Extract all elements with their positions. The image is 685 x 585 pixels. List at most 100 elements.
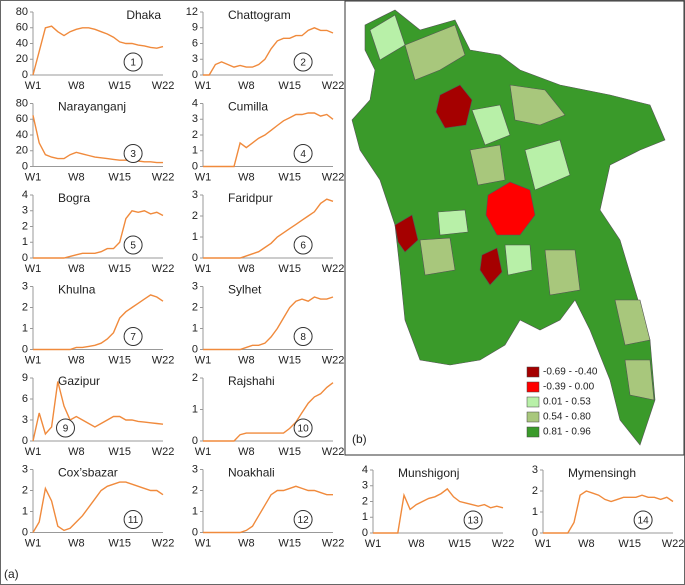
y-tick-label: 6	[22, 393, 28, 405]
x-tick-label: W8	[238, 446, 255, 458]
chart-title: Munshigonj	[398, 466, 459, 480]
map-region	[419, 237, 456, 276]
legend-label: 0.01 - 0.53	[543, 397, 591, 408]
annotation: 7	[130, 332, 136, 343]
y-tick-label: 3	[192, 189, 198, 201]
annotation-circle	[293, 418, 313, 438]
chart-title: Gazipur	[58, 374, 100, 388]
x-tick-label: W22	[152, 171, 175, 183]
annotation-circle	[123, 144, 143, 163]
y-tick-label: 20	[16, 145, 28, 157]
series-line	[373, 487, 504, 534]
annotation: 3	[130, 149, 136, 160]
map-region	[471, 104, 511, 146]
series-line	[32, 25, 164, 76]
legend-swatch	[526, 381, 540, 393]
annotation-circle	[293, 510, 313, 529]
map-border	[344, 0, 685, 456]
x-tick-label: W8	[68, 263, 85, 275]
x-tick-label: W15	[108, 263, 131, 275]
y-tick-label: 0	[22, 343, 28, 355]
legend-swatch	[526, 366, 540, 378]
y-tick-label: 2	[192, 129, 198, 141]
annotation: 10	[298, 424, 310, 435]
x-tick-label: W8	[238, 263, 255, 275]
annotation: 8	[300, 332, 306, 343]
y-tick-label: 1	[192, 505, 198, 517]
panel-label: (a)	[4, 567, 19, 581]
y-tick-label: 1	[22, 505, 28, 517]
y-tick-label: 0	[22, 160, 28, 172]
legend-swatch	[526, 411, 540, 423]
x-tick-label: W1	[195, 80, 212, 92]
y-tick-label: 3	[22, 205, 28, 217]
series-line	[33, 210, 164, 259]
x-tick-label: W22	[322, 171, 345, 183]
y-tick-label: 2	[192, 372, 198, 384]
annotation-circle	[123, 327, 143, 346]
chart-title: Bogra	[58, 191, 90, 205]
map-region	[469, 144, 506, 186]
y-tick-label: 9	[192, 22, 198, 34]
y-tick-label: 3	[22, 280, 28, 292]
map-region	[404, 24, 466, 81]
y-tick-label: 2	[22, 484, 28, 496]
map-label: (b)	[352, 432, 367, 446]
y-tick-label: 2	[22, 301, 28, 313]
x-tick-label: W22	[152, 537, 175, 549]
map-region	[509, 84, 566, 126]
x-tick-label: W1	[195, 446, 212, 458]
series-line	[203, 485, 333, 534]
annotation-circle	[56, 418, 75, 438]
x-tick-label: W15	[108, 446, 131, 458]
x-tick-label: W22	[322, 354, 345, 366]
x-tick-label: W8	[68, 171, 85, 183]
x-tick-label: W1	[25, 446, 42, 458]
x-tick-label: W1	[195, 263, 212, 275]
x-tick-label: W22	[152, 263, 175, 275]
chart-title: Rajshahi	[228, 374, 275, 388]
x-tick-label: W15	[448, 538, 471, 550]
x-tick-label: W15	[108, 171, 131, 183]
annotation: 5	[130, 241, 136, 252]
x-tick-label: W22	[322, 263, 345, 275]
map-region	[435, 84, 473, 129]
y-tick-label: 0	[532, 527, 538, 539]
y-tick-label: 40	[16, 129, 28, 141]
x-tick-label: W15	[278, 171, 301, 183]
series-line	[203, 382, 334, 442]
y-tick-label: 1	[192, 145, 198, 157]
chart-title: Chattogram	[228, 8, 291, 22]
x-tick-label: W8	[238, 537, 255, 549]
y-tick-label: 0	[192, 160, 198, 172]
chart-title: Khulna	[58, 283, 96, 297]
x-tick-label: W1	[25, 171, 42, 183]
chart-title: Dhaka	[126, 8, 161, 22]
legend-label: 0.81 - 0.96	[543, 427, 591, 438]
y-tick-label: 1	[192, 231, 198, 243]
x-tick-label: W15	[278, 537, 301, 549]
y-tick-label: 2	[192, 301, 198, 313]
x-tick-label: W1	[25, 537, 42, 549]
map-region	[437, 209, 469, 236]
chart-title: Narayanganj	[58, 100, 126, 114]
map-region	[524, 139, 571, 191]
y-tick-label: 9	[22, 372, 28, 384]
x-tick-label: W15	[108, 354, 131, 366]
y-tick-label: 12	[186, 6, 198, 18]
y-tick-label: 3	[192, 113, 198, 125]
x-tick-label: W8	[238, 171, 255, 183]
y-tick-label: 3	[22, 414, 28, 426]
y-tick-label: 3	[192, 463, 198, 475]
y-tick-label: 1	[22, 322, 28, 334]
y-tick-label: 3	[362, 480, 368, 492]
annotation: 1	[130, 58, 136, 69]
x-tick-label: W22	[322, 80, 345, 92]
y-tick-label: 6	[192, 37, 198, 49]
annotation: 12	[298, 515, 310, 526]
legend-swatch	[526, 426, 540, 438]
x-tick-label: W15	[108, 80, 131, 92]
legend-label: -0.69 - -0.40	[543, 367, 598, 378]
x-tick-label: W8	[68, 446, 85, 458]
series-line	[32, 481, 164, 533]
